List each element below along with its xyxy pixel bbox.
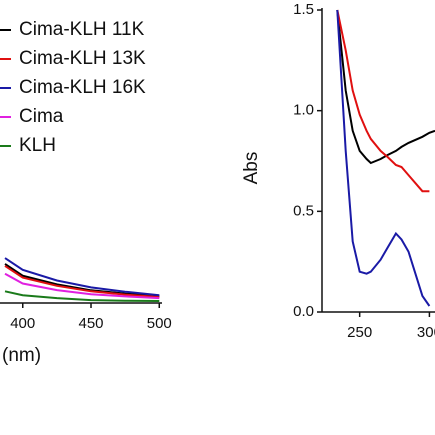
series-line xyxy=(4,290,160,302)
x-tick-label: 450 xyxy=(78,315,103,332)
series-line xyxy=(4,263,160,298)
legend-label: Cima-KLH 13K xyxy=(19,48,146,69)
series-line xyxy=(4,272,160,300)
y-tick-label: 1.5 xyxy=(293,1,314,18)
x-axis-label: (nm) xyxy=(2,345,41,366)
legend-label: Cima-KLH 11K xyxy=(19,19,145,40)
series-line xyxy=(336,9,435,165)
series-line xyxy=(336,9,431,307)
y-tick-label: 1.0 xyxy=(293,102,314,119)
x-tick-label: 250 xyxy=(347,324,372,341)
x-tick-label: 500 xyxy=(147,315,172,332)
plot-area xyxy=(4,257,160,302)
y-tick-label: 0.5 xyxy=(293,202,314,219)
legend-label: Cima-KLH 16K xyxy=(19,77,146,98)
legend-label: Cima xyxy=(19,106,64,127)
x-tick-label: 400 xyxy=(10,315,35,332)
x-tick-label: 300 xyxy=(417,324,435,341)
plot-area xyxy=(336,9,435,307)
legend-label: KLH xyxy=(19,135,56,156)
y-axis-label: Abs xyxy=(241,152,262,185)
y-tick-label: 0.0 xyxy=(293,303,314,320)
series-line xyxy=(336,9,430,193)
series-line xyxy=(4,257,160,297)
series-line xyxy=(4,265,160,299)
